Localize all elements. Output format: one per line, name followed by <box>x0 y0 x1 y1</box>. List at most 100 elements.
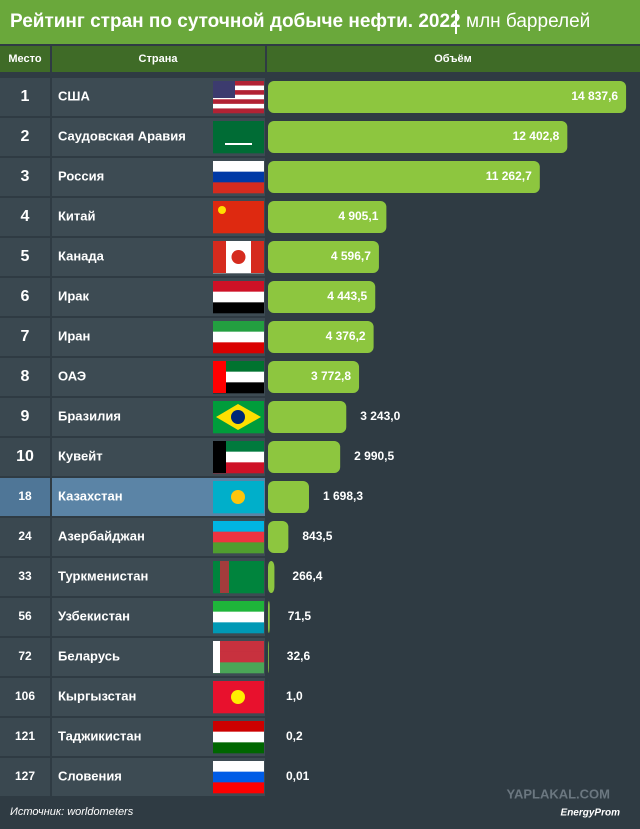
flag-sun <box>231 690 245 704</box>
rank: 127 <box>15 769 35 783</box>
value-label: 0,01 <box>286 769 310 783</box>
value-label: 14 837,6 <box>571 89 618 103</box>
country: Казахстан <box>58 488 123 503</box>
value-label: 2 990,5 <box>354 449 394 463</box>
bar <box>268 441 340 473</box>
country: Россия <box>58 168 104 183</box>
value-label: 12 402,8 <box>513 129 560 143</box>
country: Китай <box>58 208 96 223</box>
chart-subtitle: млн баррелей <box>466 11 590 32</box>
flag-band <box>213 641 220 673</box>
flag-globe <box>231 410 245 424</box>
header-label: Место <box>8 53 41 65</box>
flag-stripe <box>213 772 264 783</box>
flag-canton <box>213 81 235 98</box>
flag-stripe <box>213 652 264 663</box>
flag-stripe <box>213 108 264 113</box>
flag-stripe <box>213 601 264 612</box>
flag-stripe <box>213 172 264 183</box>
flag-stripe <box>213 182 264 193</box>
flag-band <box>220 561 229 593</box>
value-label: 3 772,8 <box>311 369 351 383</box>
rank: 121 <box>15 729 35 743</box>
bar <box>268 641 269 673</box>
value-label: 0,2 <box>286 729 303 743</box>
flag-stripe <box>213 622 264 633</box>
flag-band <box>251 241 264 273</box>
rank: 8 <box>21 368 30 385</box>
rank: 56 <box>18 609 32 623</box>
value-label: 266,4 <box>292 569 322 583</box>
flag-stripe <box>213 641 264 652</box>
country: Кыргызстан <box>58 688 136 703</box>
flag-stripe <box>213 782 264 793</box>
flag-band <box>213 241 226 273</box>
rank: 24 <box>18 529 32 543</box>
value-label: 71,5 <box>288 609 312 623</box>
rank: 10 <box>16 448 34 465</box>
bar <box>268 601 270 633</box>
flag-stripe <box>213 732 264 743</box>
watermark: YAPLAKAL.COM <box>506 786 610 801</box>
country: Иран <box>58 328 90 343</box>
value-label: 843,5 <box>302 529 332 543</box>
flag-stripe <box>213 332 264 343</box>
flag-stripe <box>213 721 264 732</box>
flag-stripe <box>213 99 264 104</box>
country: ОАЭ <box>58 368 86 383</box>
country: Узбекистан <box>58 608 130 623</box>
flag-star <box>218 206 226 214</box>
flag-stripe <box>213 532 264 543</box>
flag-sun <box>231 490 245 504</box>
flag-stripe <box>213 742 264 753</box>
rank: 1 <box>21 88 30 105</box>
country: Канада <box>58 248 105 263</box>
country: Беларусь <box>58 648 120 663</box>
bar <box>268 401 346 433</box>
header-label: Объём <box>434 53 471 65</box>
rank: 6 <box>21 288 30 305</box>
value-label: 4 376,2 <box>326 329 366 343</box>
brand: EnergyProm <box>561 808 621 819</box>
flag-leaf <box>232 250 246 264</box>
value-label: 4 905,1 <box>338 209 378 223</box>
country: Бразилия <box>58 408 121 423</box>
flag-stripe <box>213 121 264 153</box>
rank: 5 <box>21 248 30 265</box>
value-label: 4 443,5 <box>327 289 367 303</box>
header-label: Страна <box>139 53 179 65</box>
country: Таджикистан <box>58 728 141 743</box>
chart-title: Рейтинг стран по суточной добыче нефти. … <box>10 11 461 32</box>
rank: 9 <box>21 408 30 425</box>
flag-stripe <box>213 521 264 532</box>
rank: 33 <box>18 569 32 583</box>
country: Туркменистан <box>58 568 148 583</box>
rank: 106 <box>15 689 35 703</box>
bar <box>268 481 309 513</box>
rank: 2 <box>21 128 30 145</box>
flag-band <box>213 441 226 473</box>
rank: 3 <box>21 168 30 185</box>
flag-stripe <box>213 662 264 673</box>
value-label: 3 243,0 <box>360 409 400 423</box>
rank: 7 <box>21 328 30 345</box>
value-label: 11 262,7 <box>486 169 532 183</box>
value-label: 4 596,7 <box>331 249 371 263</box>
country: Ирак <box>58 288 90 303</box>
flag-stripe <box>213 104 264 109</box>
flag-sword <box>225 143 252 145</box>
flag-stripe <box>213 321 264 332</box>
source: Источник: worldometers <box>10 806 134 818</box>
rank: 4 <box>21 208 30 225</box>
flag-stripe <box>213 761 264 772</box>
flag-band <box>213 361 226 393</box>
bar <box>268 521 288 553</box>
flag-stripe <box>213 542 264 553</box>
flag-stripe <box>213 292 264 303</box>
rank: 72 <box>18 649 32 663</box>
flag-stripe <box>213 281 264 292</box>
rank: 18 <box>18 489 32 503</box>
flag-stripe <box>213 342 264 353</box>
flag-stripe <box>213 612 264 623</box>
